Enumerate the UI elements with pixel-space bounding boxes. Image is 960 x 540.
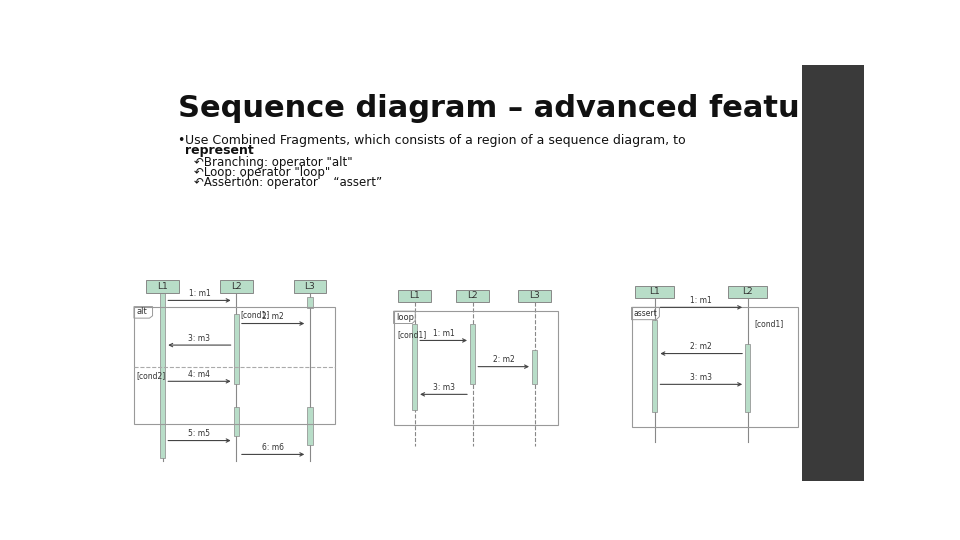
Text: L1: L1 bbox=[157, 282, 168, 291]
Bar bbox=[398, 289, 431, 302]
Bar bbox=[160, 293, 165, 457]
Text: loop: loop bbox=[396, 313, 414, 322]
Bar bbox=[233, 314, 239, 383]
Text: [cond1]: [cond1] bbox=[397, 330, 426, 339]
Bar bbox=[652, 320, 658, 412]
Text: Sequence diagram – advanced features: Sequence diagram – advanced features bbox=[179, 94, 853, 123]
Bar bbox=[294, 280, 326, 293]
Text: L1: L1 bbox=[649, 287, 660, 296]
Text: L2: L2 bbox=[468, 291, 478, 300]
Text: 6: m6: 6: m6 bbox=[262, 443, 284, 452]
Text: ↶Branching: operator "alt": ↶Branching: operator "alt" bbox=[194, 156, 353, 168]
Bar bbox=[456, 289, 489, 302]
Text: 3: m3: 3: m3 bbox=[188, 334, 210, 343]
Text: 2: m2: 2: m2 bbox=[690, 342, 712, 351]
Bar bbox=[469, 323, 475, 383]
Text: Use Combined Fragments, which consists of a region of a sequence diagram, to: Use Combined Fragments, which consists o… bbox=[185, 134, 685, 147]
Bar bbox=[518, 289, 551, 302]
Text: 3: m3: 3: m3 bbox=[433, 383, 455, 392]
Text: represent: represent bbox=[185, 144, 253, 157]
Bar bbox=[134, 307, 335, 423]
Text: L3: L3 bbox=[529, 291, 540, 300]
Bar bbox=[729, 286, 767, 298]
Text: 1: m1: 1: m1 bbox=[188, 289, 210, 298]
Text: L1: L1 bbox=[409, 291, 420, 300]
Text: assert: assert bbox=[633, 309, 657, 318]
Text: L2: L2 bbox=[742, 287, 753, 296]
Bar bbox=[745, 345, 751, 412]
Text: [cond2]: [cond2] bbox=[136, 372, 165, 380]
Bar bbox=[802, 65, 864, 481]
Text: L3: L3 bbox=[304, 282, 315, 291]
Bar bbox=[636, 286, 674, 298]
Text: •: • bbox=[178, 134, 184, 147]
Text: 1: m1: 1: m1 bbox=[433, 329, 454, 338]
Bar bbox=[394, 311, 558, 425]
Bar bbox=[532, 350, 538, 383]
Bar bbox=[632, 307, 798, 427]
Text: 5: m5: 5: m5 bbox=[188, 429, 210, 438]
Text: [cond1]: [cond1] bbox=[240, 310, 270, 319]
Text: alt: alt bbox=[136, 307, 147, 316]
Text: 2: m2: 2: m2 bbox=[492, 355, 515, 364]
Text: 1: m1: 1: m1 bbox=[690, 296, 712, 305]
Text: 4: m4: 4: m4 bbox=[188, 370, 210, 379]
Bar bbox=[307, 296, 313, 308]
Text: [cond1]: [cond1] bbox=[754, 319, 783, 328]
Bar bbox=[412, 323, 418, 410]
Text: L2: L2 bbox=[231, 282, 242, 291]
Text: 2: m2: 2: m2 bbox=[262, 312, 284, 321]
Text: ↶Loop: operator "loop": ↶Loop: operator "loop" bbox=[194, 166, 330, 179]
Bar bbox=[307, 407, 313, 445]
Bar bbox=[146, 280, 179, 293]
Bar bbox=[233, 407, 239, 436]
Text: ↶Assertion: operator  “assert”: ↶Assertion: operator “assert” bbox=[194, 176, 382, 188]
Text: 3: m3: 3: m3 bbox=[690, 373, 712, 382]
Bar bbox=[220, 280, 252, 293]
